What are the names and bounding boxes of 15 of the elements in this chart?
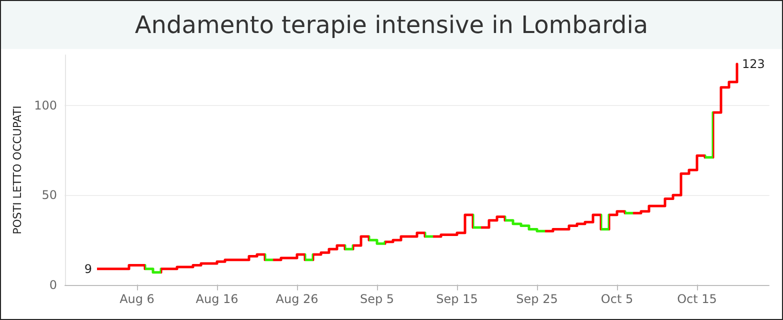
data-label: 9 — [84, 262, 92, 276]
x-tick-label: Aug 16 — [196, 292, 238, 306]
data-label: 123 — [742, 56, 765, 71]
x-tick-label: Aug 26 — [276, 292, 318, 306]
y-axis-title: POSTI LETTO OCCUPATI — [11, 106, 24, 234]
y-tick-label: 100 — [34, 98, 57, 112]
x-tick-label: Sep 5 — [360, 292, 394, 306]
y-tick-label: 50 — [42, 188, 57, 202]
x-tick-label: Sep 25 — [516, 292, 558, 306]
x-tick-label: Oct 5 — [600, 292, 634, 306]
x-tick-label: Sep 15 — [436, 292, 478, 306]
x-tick-label: Oct 15 — [677, 292, 717, 306]
y-tick-label: 0 — [49, 278, 57, 292]
x-tick-label: Aug 6 — [120, 292, 154, 306]
chart-title: Andamento terapie intensive in Lombardia — [1, 1, 782, 49]
